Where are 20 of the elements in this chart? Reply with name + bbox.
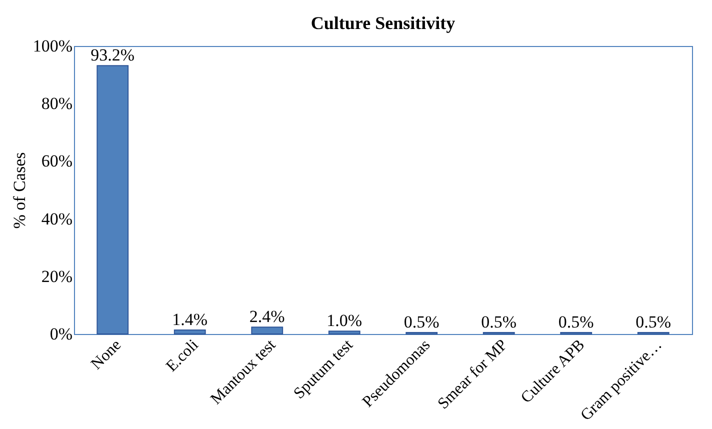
data-label: 0.5% (558, 312, 594, 332)
bar (96, 65, 129, 334)
data-label: 0.5% (481, 312, 517, 332)
bar (328, 330, 360, 334)
y-tick-label: 20% (41, 266, 72, 286)
y-tick-label: 60% (41, 152, 72, 171)
y-tick-label: 40% (41, 209, 72, 228)
y-tick-label: 0% (50, 324, 72, 344)
data-label: 1.4% (172, 310, 208, 329)
data-label: 2.4% (249, 307, 285, 326)
y-tick-label: 100% (32, 36, 72, 56)
bar (251, 326, 284, 334)
data-label: 93.2% (90, 46, 135, 65)
y-tick-label: 80% (41, 94, 72, 114)
bar (174, 329, 206, 334)
data-label: 0.5% (404, 312, 440, 332)
chart-title: Culture Sensitivity (310, 13, 456, 33)
data-label: 1.0% (326, 311, 362, 330)
data-label: 0.5% (636, 312, 672, 332)
y-axis-title: % of Cases (10, 152, 29, 229)
